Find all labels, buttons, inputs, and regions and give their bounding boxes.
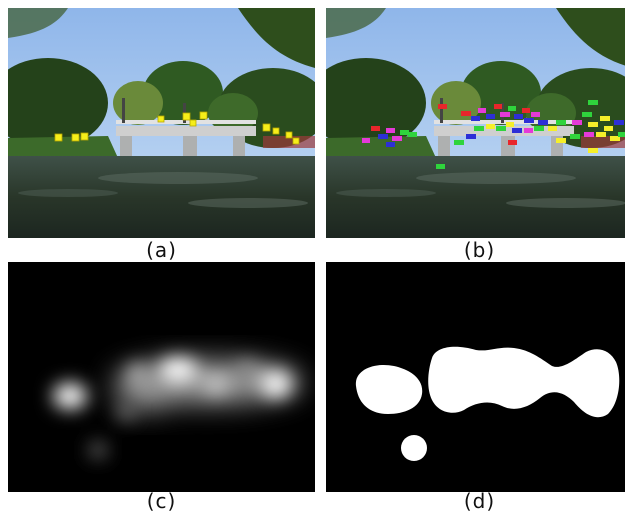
caption-c: (c) [146, 489, 177, 513]
panel-a-photo-fixations [8, 8, 315, 238]
caption-a: (a) [146, 238, 177, 262]
panel-c-saliency-map [8, 262, 315, 492]
photo-b [326, 8, 625, 238]
caption-d: (d) [463, 489, 496, 513]
saliency-heatmap [8, 262, 315, 492]
binary-mask [326, 262, 625, 492]
panel-d-binary-mask [326, 262, 625, 492]
caption-b: (b) [463, 238, 496, 262]
text-tags [362, 100, 625, 169]
fixation-markers [54, 111, 300, 145]
photo-a [8, 8, 315, 238]
panel-b-photo-tags [326, 8, 625, 238]
